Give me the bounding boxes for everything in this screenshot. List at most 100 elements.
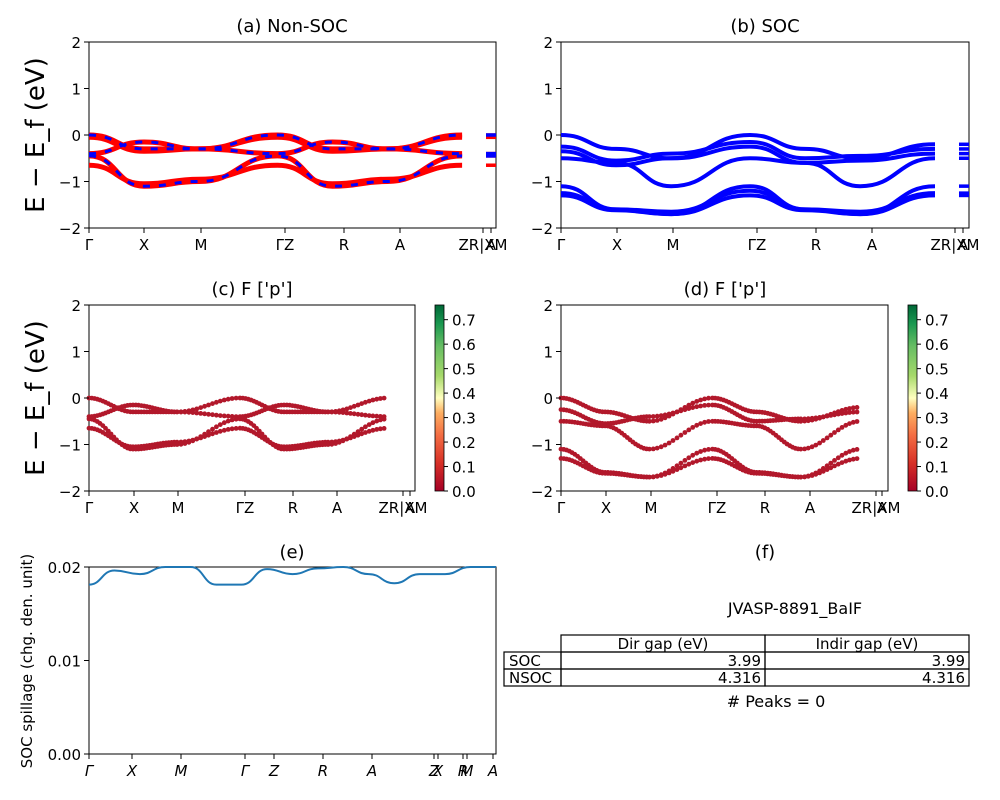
ytick-label: 1 (543, 81, 553, 99)
ytick-label: 0 (543, 390, 553, 408)
band-point (174, 409, 180, 415)
panel-e-ylabel: SOC spillage (chg. den. unit) (18, 554, 36, 769)
band-point (206, 411, 211, 417)
band-point (817, 415, 822, 420)
band-point (686, 406, 692, 411)
band-point (374, 413, 380, 419)
panel-e-marks (88, 565, 496, 586)
band-point (355, 411, 361, 417)
band-point (694, 422, 700, 428)
band-point (374, 396, 380, 402)
band-point (686, 427, 692, 433)
band-point (835, 427, 841, 433)
band-point (835, 455, 841, 461)
band-point (225, 396, 231, 402)
panel-a-xticks: Γ X M ΓZ R A ZR|XMA (85, 228, 507, 254)
band-point (824, 435, 830, 441)
band-point (850, 405, 856, 411)
panel-d: (d) F ['p'] 210−1−2 Γ X M ΓZ R A ZR|XMA 0.70.6… (531, 279, 949, 517)
band-point (832, 412, 837, 418)
xtick-label: ΓZ (236, 499, 255, 517)
panel-f-title: (f) (755, 542, 775, 563)
band-line (560, 139, 936, 163)
band-point (344, 436, 350, 442)
panel-b-marks (560, 132, 969, 217)
band-point (690, 425, 696, 430)
band-point (839, 425, 845, 430)
band-point (108, 431, 114, 437)
band-point (674, 435, 680, 441)
band-point (698, 449, 703, 454)
band-point (813, 415, 819, 421)
band-point (333, 441, 338, 446)
band-point (186, 409, 192, 415)
band-point (654, 418, 660, 423)
band-point (359, 426, 365, 432)
panel-b: (b) SOC 210−1−2 Γ X M ΓZ R A ZR|XMA (531, 16, 980, 254)
band-point (366, 398, 372, 404)
table-header-dir-gap: Dir gap (eV) (618, 635, 709, 653)
band-point (378, 417, 383, 423)
xtick-label: Z (268, 762, 280, 780)
band-point (847, 457, 852, 463)
band-point (662, 412, 668, 418)
band-point (336, 439, 342, 445)
ytick-label: 0.00 (48, 746, 81, 764)
band-point (690, 405, 696, 410)
band-point (798, 446, 804, 452)
band-point (348, 405, 353, 410)
band-point (378, 396, 383, 401)
band-point (374, 427, 380, 432)
band-point (682, 458, 688, 463)
band-point (694, 458, 700, 464)
band-point (832, 463, 837, 469)
band-point (854, 409, 860, 415)
band-point (355, 432, 361, 438)
panel-a-yticks: 2 1 0 −1 −2 (59, 34, 89, 238)
band-point (202, 411, 208, 417)
band-point (706, 402, 711, 408)
band-point (370, 420, 376, 426)
band-point (832, 458, 837, 463)
xtick-label: M (195, 236, 208, 254)
band-point (225, 418, 231, 424)
band-point (832, 430, 837, 435)
colorbar-tick-label: 0.2 (452, 434, 476, 452)
band-line (560, 156, 936, 189)
band-point (850, 456, 856, 462)
band-point (217, 413, 223, 418)
ytick-label: 2 (543, 297, 553, 315)
panel-b-xticks: Γ X M ΓZ R A ZR|XMA (557, 228, 979, 254)
band-point (817, 470, 822, 476)
panel-c-xticks: Γ X M ΓZ R A ZR|XMA (85, 491, 427, 517)
panel-c-ylabel: E − E_f (eV) (21, 320, 51, 476)
band-point (381, 416, 387, 422)
peaks-label: # Peaks = 0 (727, 692, 826, 711)
band-point (682, 407, 688, 413)
xtick-label: X (129, 499, 139, 517)
band-point (674, 463, 680, 469)
band-point (809, 444, 815, 450)
xtick-label: Γ (85, 762, 95, 780)
band-point (828, 413, 834, 418)
band-point (340, 438, 346, 444)
band-point (198, 405, 204, 410)
band-point (194, 410, 200, 416)
band-point (662, 471, 668, 477)
band-point (233, 426, 239, 431)
band-line (560, 132, 936, 161)
band-point (202, 431, 208, 437)
panel-d-colorbar-ticks: 0.7 0.6 0.5 0.4 0.3 0.2 0.1 0.0 (917, 312, 949, 501)
band-point (824, 463, 830, 469)
xtick-label: Γ (557, 499, 566, 517)
band-point (229, 396, 235, 401)
ytick-label: −2 (531, 220, 553, 238)
band-point (820, 438, 826, 443)
colorbar-tick-label: 0.5 (925, 361, 949, 379)
xtick-label: A (405, 499, 416, 517)
xtick-label: M (667, 236, 680, 254)
band-point (214, 412, 219, 418)
gap-table (503, 634, 970, 687)
band-point (647, 446, 652, 452)
